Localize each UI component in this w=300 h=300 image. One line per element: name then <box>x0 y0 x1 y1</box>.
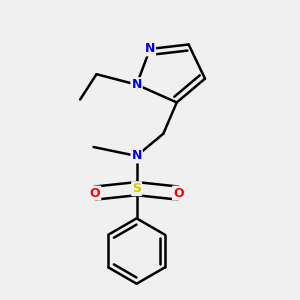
Text: N: N <box>131 149 142 162</box>
Text: S: S <box>132 182 141 195</box>
Text: O: O <box>90 187 100 200</box>
Text: O: O <box>173 187 184 200</box>
Text: N: N <box>145 42 155 56</box>
Text: N: N <box>131 78 142 91</box>
